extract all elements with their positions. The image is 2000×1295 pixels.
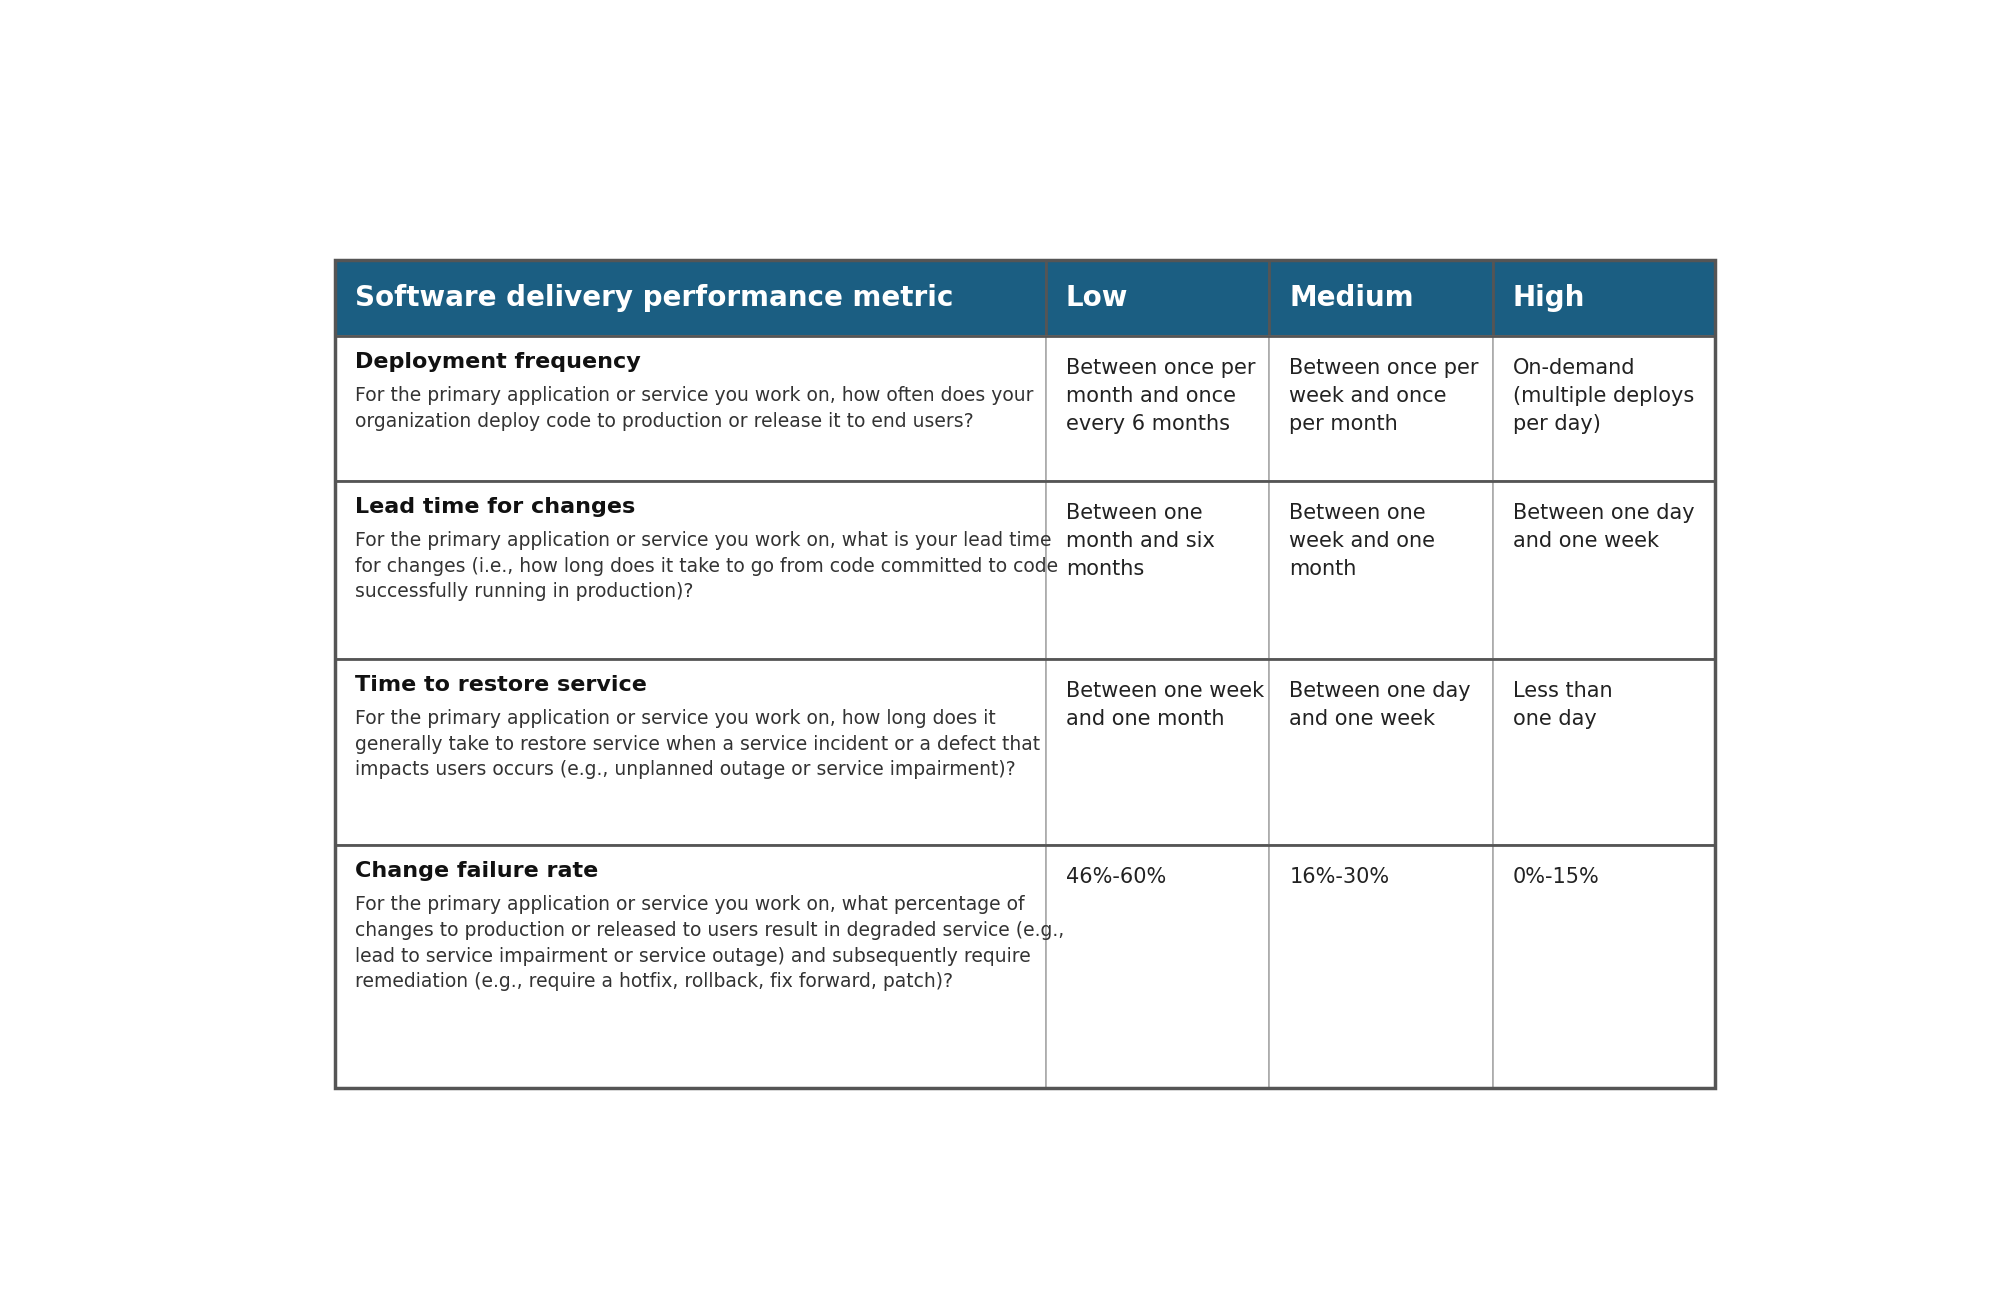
Text: For the primary application or service you work on, how often does your
organiza: For the primary application or service y…: [356, 386, 1034, 431]
Text: Less than
one day: Less than one day: [1512, 681, 1612, 729]
Bar: [1270, 480, 1492, 659]
Text: For the primary application or service you work on, what percentage of
changes t: For the primary application or service y…: [356, 895, 1064, 992]
Text: Between one day
and one week: Between one day and one week: [1512, 502, 1694, 550]
Text: For the primary application or service you work on, what is your lead time
for c: For the primary application or service y…: [356, 531, 1058, 601]
Bar: [336, 480, 1046, 659]
Text: Between one
week and one
month: Between one week and one month: [1290, 502, 1436, 579]
Bar: [1046, 846, 1270, 1088]
Bar: [1270, 260, 1492, 337]
Bar: [1046, 659, 1270, 846]
Bar: [1492, 480, 1714, 659]
Bar: [1492, 659, 1714, 846]
Text: Change failure rate: Change failure rate: [356, 861, 598, 881]
Bar: [1270, 337, 1492, 480]
Text: Lead time for changes: Lead time for changes: [356, 497, 636, 517]
Text: Between one week
and one month: Between one week and one month: [1066, 681, 1264, 729]
Text: On-demand
(multiple deploys
per day): On-demand (multiple deploys per day): [1512, 359, 1694, 434]
Text: Between once per
month and once
every 6 months: Between once per month and once every 6 …: [1066, 359, 1256, 434]
Text: Medium: Medium: [1290, 284, 1414, 312]
Bar: [1492, 260, 1714, 337]
Text: Between one
month and six
months: Between one month and six months: [1066, 502, 1214, 579]
Text: Time to restore service: Time to restore service: [356, 675, 648, 695]
Bar: [336, 846, 1046, 1088]
Bar: [1270, 846, 1492, 1088]
Bar: [1492, 337, 1714, 480]
Bar: [336, 260, 1714, 1088]
Text: 46%-60%: 46%-60%: [1066, 868, 1166, 887]
Text: Between one day
and one week: Between one day and one week: [1290, 681, 1470, 729]
Text: For the primary application or service you work on, how long does it
generally t: For the primary application or service y…: [356, 708, 1040, 780]
Bar: [336, 659, 1046, 846]
Text: Software delivery performance metric: Software delivery performance metric: [356, 284, 954, 312]
Bar: [1046, 337, 1270, 480]
Text: Between once per
week and once
per month: Between once per week and once per month: [1290, 359, 1478, 434]
Text: 0%-15%: 0%-15%: [1512, 868, 1600, 887]
Bar: [1046, 260, 1270, 337]
Bar: [1492, 846, 1714, 1088]
Bar: [1046, 480, 1270, 659]
Text: Deployment frequency: Deployment frequency: [356, 352, 642, 372]
Text: High: High: [1512, 284, 1586, 312]
Bar: [336, 260, 1046, 337]
Text: Low: Low: [1066, 284, 1128, 312]
Text: 16%-30%: 16%-30%: [1290, 868, 1390, 887]
Bar: [1270, 659, 1492, 846]
Bar: [336, 337, 1046, 480]
